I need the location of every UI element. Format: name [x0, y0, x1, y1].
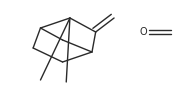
Text: O: O: [140, 27, 147, 37]
